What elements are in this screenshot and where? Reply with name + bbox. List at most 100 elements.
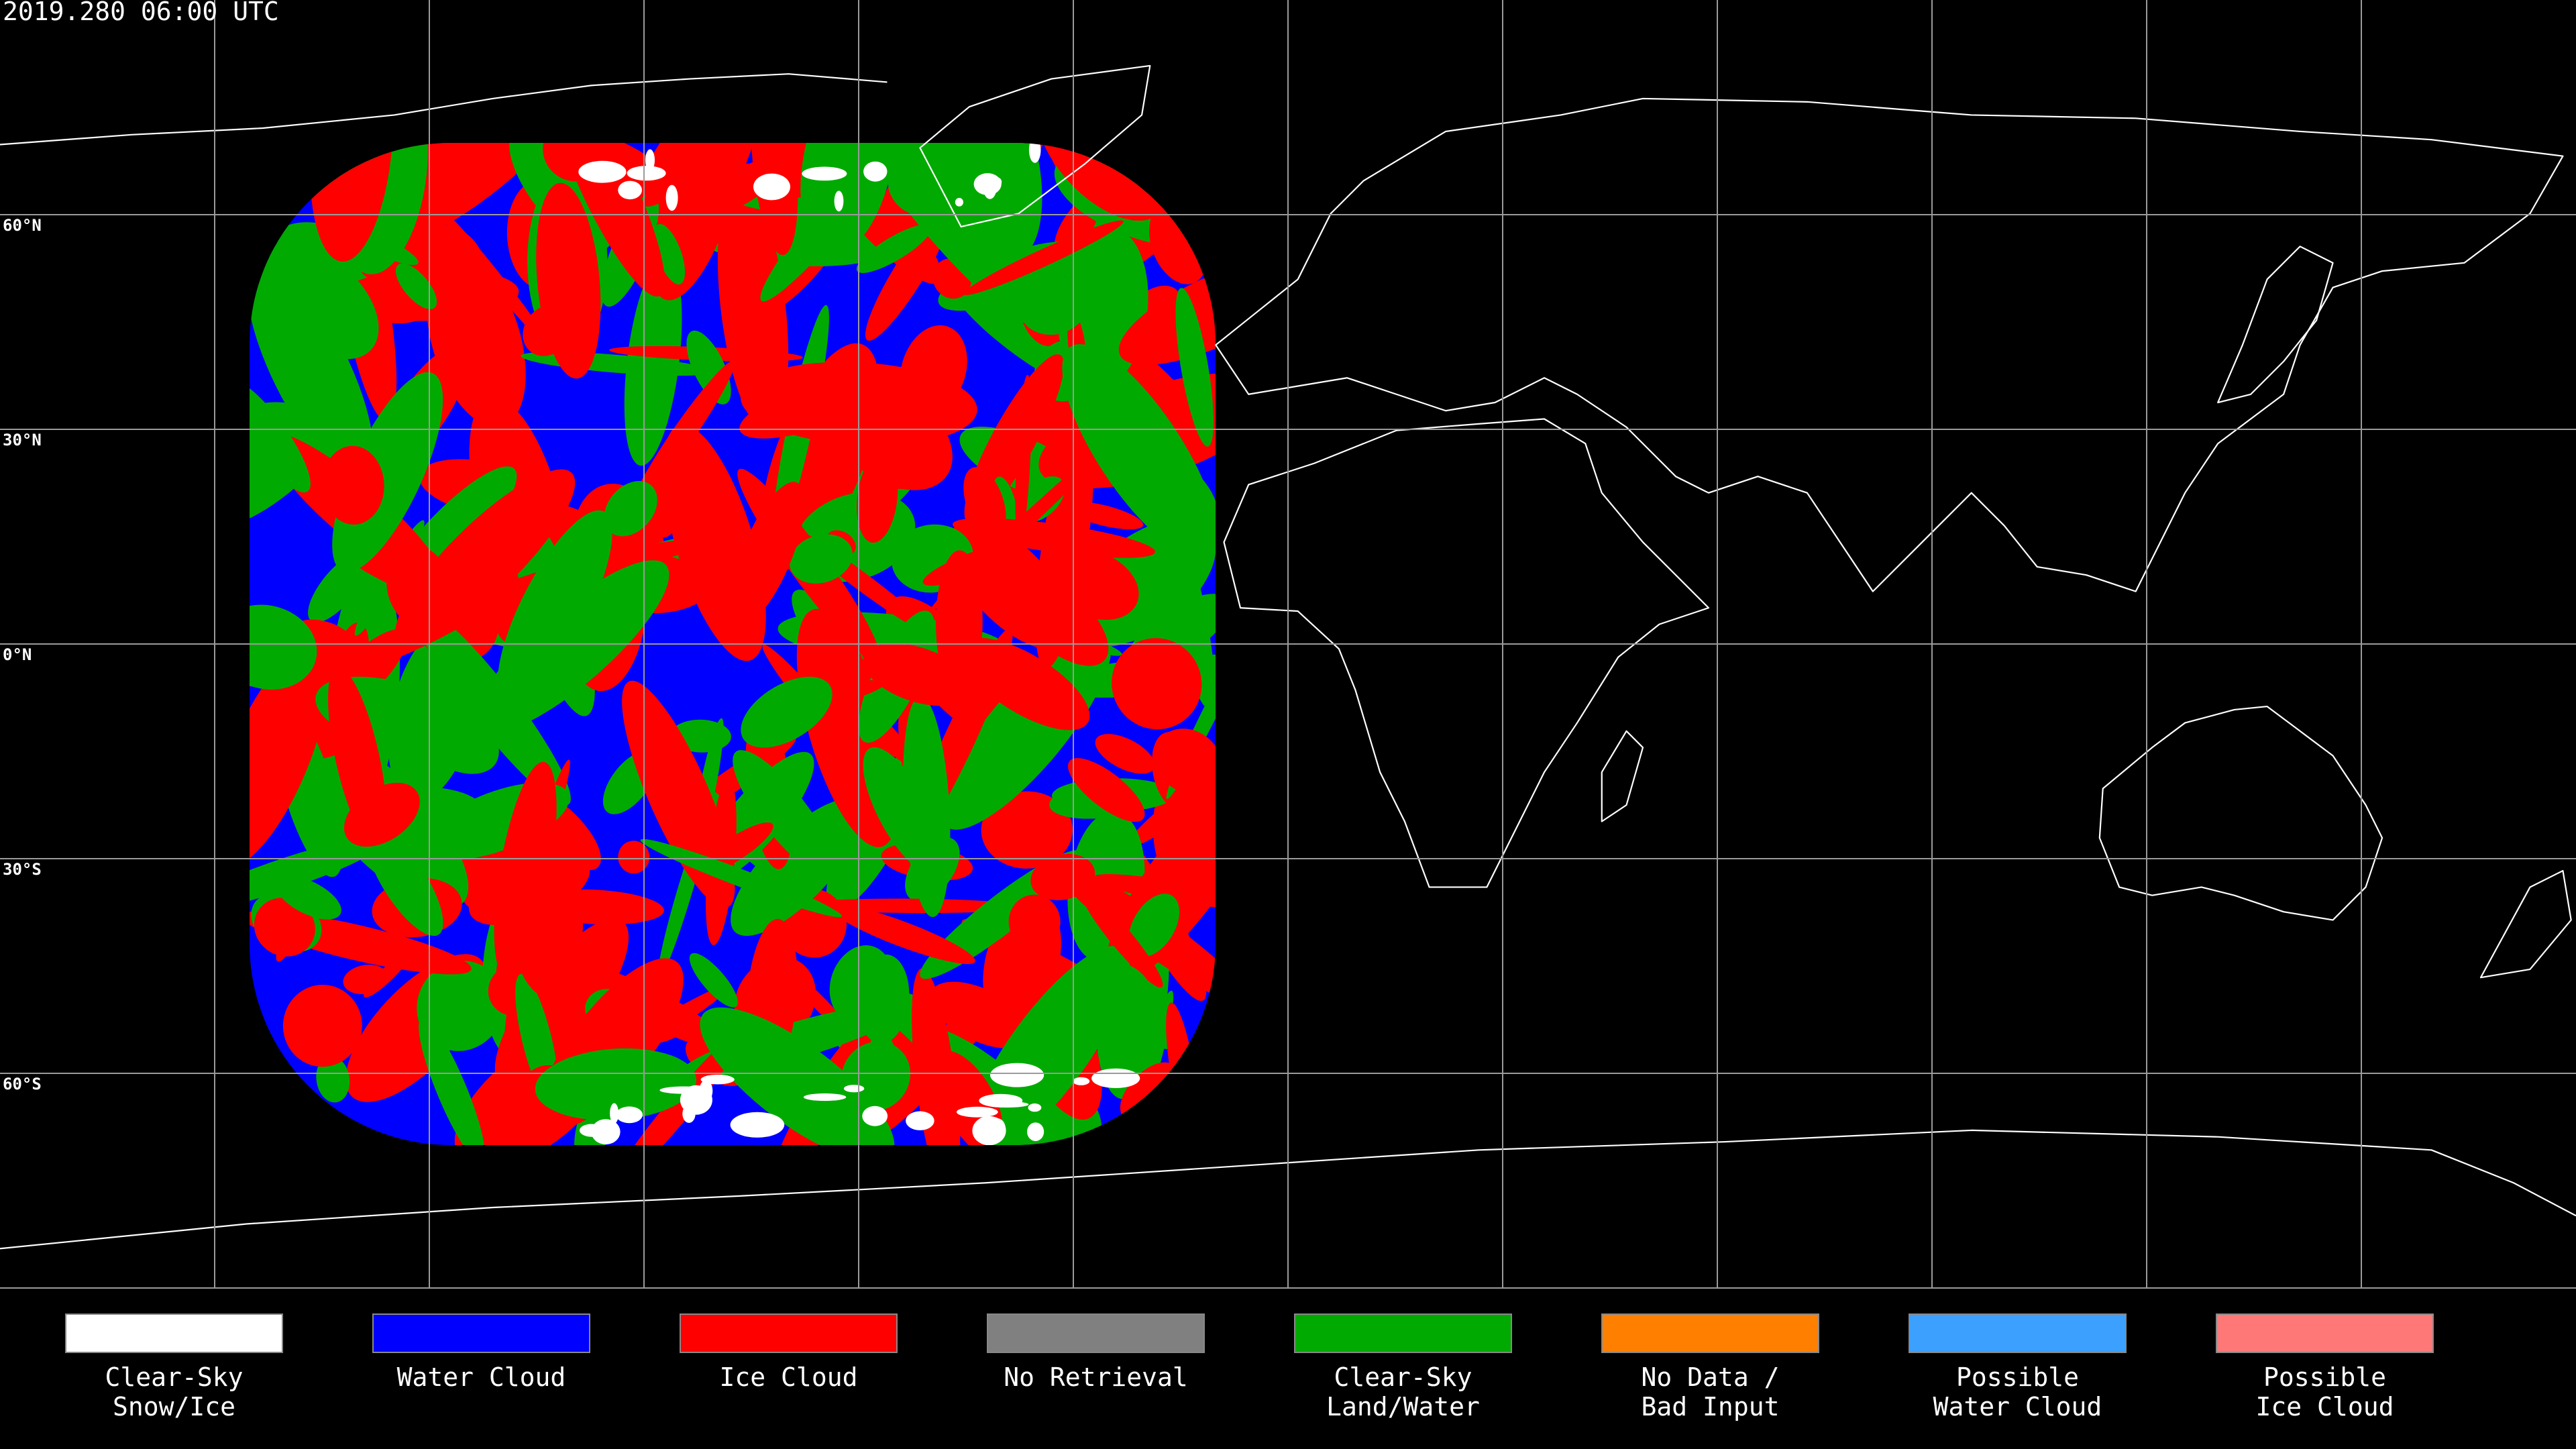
clear-sky-patch <box>250 604 317 690</box>
snow-ice-patch <box>843 1085 865 1093</box>
clear-sky-patch <box>653 223 686 285</box>
clear-sky-patch <box>863 747 944 875</box>
legend-label: No Data / <box>1642 1362 1780 1392</box>
ice-cloud-patch <box>960 638 1090 731</box>
latitude-label: 60°S <box>3 1075 42 1093</box>
legend-swatch <box>372 1313 590 1353</box>
legend-swatch <box>2216 1313 2434 1353</box>
snow-ice-patch <box>1028 1103 1042 1112</box>
legend-label: Ice Cloud <box>2256 1392 2394 1421</box>
ice-cloud-patch <box>1080 889 1163 988</box>
clear-sky-patch <box>535 1048 697 1121</box>
ice-cloud-patch <box>829 904 975 965</box>
legend-label: Snow/Ice <box>113 1392 235 1421</box>
clear-sky-patch <box>250 380 311 493</box>
ice-cloud-patch <box>963 220 1124 295</box>
ice-cloud-patch <box>981 791 1073 869</box>
snow-ice-patch <box>802 166 847 181</box>
clear-sky-patch <box>1175 288 1214 447</box>
ice-cloud-patch <box>648 454 686 538</box>
ice-cloud-patch <box>751 143 798 256</box>
snow-ice-patch <box>616 1106 643 1124</box>
ice-cloud-patch <box>527 889 664 925</box>
legend-label: Possible <box>1956 1362 2079 1392</box>
clear-sky-patch <box>731 798 865 936</box>
clear-sky-patch <box>275 875 341 920</box>
snow-ice-patch <box>863 161 888 182</box>
clear-sky-patch <box>741 676 833 748</box>
legend-swatch <box>65 1313 283 1353</box>
clear-sky-patch <box>689 953 738 1008</box>
ice-cloud-patch <box>618 841 650 874</box>
clear-sky-patch <box>1066 961 1155 1046</box>
clear-sky-patch <box>733 750 836 877</box>
clear-sky-patch <box>1062 343 1216 558</box>
ice-cloud-patch <box>550 143 665 297</box>
ice-cloud-patch <box>717 182 789 432</box>
latitude-label: 0°N <box>3 645 32 664</box>
legend-label: Clear-Sky <box>105 1362 244 1392</box>
ice-cloud-patch <box>250 647 328 867</box>
clear-sky-patch <box>262 246 379 360</box>
ice-cloud-patch <box>1002 568 1109 666</box>
clear-sky-patch <box>475 560 669 734</box>
ice-cloud-patch <box>343 545 558 631</box>
snow-ice-patch <box>990 1063 1044 1087</box>
snow-ice-patch <box>834 191 844 212</box>
snow-ice-patch <box>610 1103 619 1124</box>
snow-ice-patch <box>753 173 790 201</box>
snow-ice-patch <box>618 180 642 200</box>
snow-ice-patch <box>645 149 655 171</box>
ice-cloud-patch <box>494 761 557 978</box>
clear-sky-patch <box>700 1007 895 1145</box>
clear-sky-patch <box>250 836 387 912</box>
ice-cloud-patch <box>276 906 305 962</box>
legend-label: Bad Input <box>1642 1392 1780 1421</box>
clear-sky-patch <box>419 1017 485 1145</box>
ice-cloud-patch <box>1154 729 1216 794</box>
graticule: 60°N 30°N 0°N 30°S 60°S <box>0 0 2576 1288</box>
latitude-label: 30°S <box>3 860 42 879</box>
legend-label: Water Cloud <box>397 1362 566 1392</box>
snow-ice-patch <box>767 1122 784 1130</box>
snow-ice-patch <box>627 166 666 181</box>
ice-cloud-patch <box>1112 638 1202 730</box>
clear-sky-patch <box>789 534 853 584</box>
legend-swatch <box>680 1313 898 1353</box>
snow-ice-patch <box>759 1115 770 1133</box>
latitude-label: 60°N <box>3 216 42 235</box>
clear-sky-patch <box>366 827 443 936</box>
snow-ice-patch <box>1073 1077 1090 1085</box>
clear-sky-patch <box>856 224 932 273</box>
snow-ice-patch <box>906 1111 934 1130</box>
snow-ice-patch <box>665 184 678 211</box>
snow-ice-patch <box>578 160 627 183</box>
clear-sky-patch <box>395 263 437 309</box>
snow-ice-patch <box>862 1106 888 1126</box>
snow-ice-patch <box>972 1116 1006 1145</box>
timestamp-title: 2019.280 06:00 UTC <box>3 0 279 26</box>
coastlines <box>0 66 2576 1248</box>
clear-sky-patch <box>800 143 896 256</box>
snow-ice-patch <box>985 1101 1029 1108</box>
ice-cloud-patch <box>1030 853 1095 900</box>
snow-ice-patch <box>680 1085 712 1115</box>
snow-ice-patch <box>579 1124 604 1137</box>
snow-ice-patch <box>1091 1068 1140 1088</box>
snow-ice-patch <box>1027 1122 1044 1141</box>
snow-ice-patch <box>973 173 1002 195</box>
legend-label: Land/Water <box>1326 1392 1480 1421</box>
ice-cloud-patch <box>343 965 388 994</box>
ice-cloud-patch <box>1095 734 1155 774</box>
snow-ice-patch <box>803 1093 847 1102</box>
ice-cloud-patch <box>1015 374 1032 545</box>
clear-sky-patch <box>1019 276 1089 335</box>
clear-sky-patch <box>316 1055 350 1103</box>
clear-sky-patch <box>417 961 504 1051</box>
latitude-label: 30°N <box>3 431 42 449</box>
legend-label: No Retrieval <box>1004 1362 1188 1392</box>
legend-label: Possible <box>2263 1362 2386 1392</box>
snow-ice-patch <box>956 1106 998 1118</box>
